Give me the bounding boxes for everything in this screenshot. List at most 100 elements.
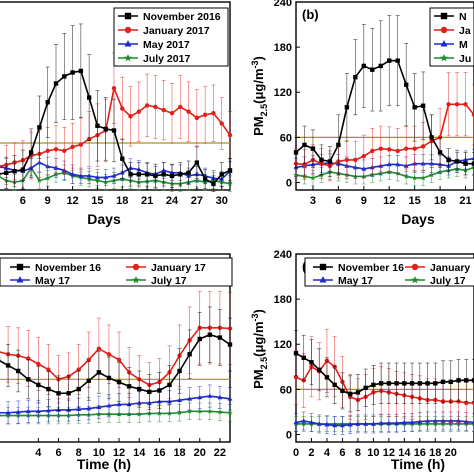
x-tick-label: 6 bbox=[20, 195, 26, 207]
x-tick-label: 6 bbox=[339, 447, 345, 459]
data-point bbox=[202, 112, 208, 118]
data-point bbox=[471, 419, 474, 425]
series-line bbox=[295, 157, 474, 170]
panel-a: 6 9 12 15 18 21 24 27 30 Days November 2016 January… bbox=[0, 1, 233, 227]
data-point bbox=[70, 144, 75, 150]
data-point bbox=[316, 421, 322, 426]
series-line bbox=[0, 395, 231, 414]
data-point bbox=[403, 146, 409, 151]
data-point bbox=[103, 126, 108, 132]
data-point bbox=[353, 75, 358, 80]
data-point bbox=[36, 382, 41, 388]
data-point bbox=[395, 148, 400, 154]
legend-marker bbox=[124, 26, 132, 34]
data-point bbox=[378, 381, 384, 386]
x-tick-label: 18 bbox=[116, 195, 128, 207]
data-point bbox=[211, 181, 216, 186]
data-point bbox=[347, 422, 353, 427]
data-point bbox=[46, 386, 51, 392]
x-tick-label: 15 bbox=[409, 195, 421, 207]
data-point bbox=[116, 357, 122, 363]
legend-label: January 17 bbox=[151, 262, 206, 274]
data-point bbox=[355, 390, 361, 395]
data-point bbox=[324, 422, 330, 427]
data-point bbox=[128, 172, 133, 177]
data-point bbox=[446, 102, 451, 107]
data-point bbox=[227, 132, 233, 138]
data-point bbox=[409, 381, 415, 386]
legend-label: Ju bbox=[459, 53, 471, 65]
data-point bbox=[106, 375, 112, 381]
data-point bbox=[429, 135, 434, 140]
data-point bbox=[394, 420, 400, 425]
data-point bbox=[103, 174, 109, 180]
data-point bbox=[106, 403, 112, 408]
data-point bbox=[437, 150, 443, 155]
data-point bbox=[403, 82, 409, 87]
data-point bbox=[411, 175, 418, 181]
data-point bbox=[363, 385, 368, 391]
x-tick-label: 9 bbox=[45, 195, 51, 207]
legend-marker bbox=[124, 12, 132, 20]
data-point bbox=[378, 420, 384, 425]
x-tick-label: 0 bbox=[293, 447, 299, 459]
data-point bbox=[446, 157, 451, 163]
data-point bbox=[126, 384, 132, 389]
x-tick-label: 4 bbox=[324, 447, 331, 459]
data-point bbox=[310, 175, 316, 181]
data-point bbox=[370, 148, 375, 154]
x-tick-label: 4 bbox=[35, 447, 42, 459]
data-point bbox=[96, 370, 102, 375]
data-point bbox=[111, 85, 117, 91]
data-point bbox=[386, 381, 392, 386]
data-point bbox=[44, 175, 51, 181]
data-point bbox=[36, 177, 43, 183]
data-point bbox=[25, 408, 31, 414]
data-point bbox=[116, 379, 122, 385]
x-axis-label: Time (h) bbox=[391, 456, 445, 472]
x-axis-label: Time (h) bbox=[77, 456, 131, 472]
data-point bbox=[464, 378, 469, 383]
data-point bbox=[178, 172, 183, 177]
legend-label: N bbox=[459, 11, 467, 23]
data-point bbox=[36, 361, 41, 367]
legend-label: July 17 bbox=[430, 275, 466, 287]
series-line bbox=[295, 352, 474, 395]
data-point bbox=[156, 410, 163, 416]
data-point bbox=[227, 409, 233, 416]
data-point bbox=[161, 172, 166, 177]
x-tick-label: 16 bbox=[414, 447, 426, 459]
data-point bbox=[344, 157, 350, 163]
legend-marker bbox=[124, 40, 132, 47]
data-point bbox=[217, 409, 223, 415]
data-point bbox=[187, 396, 193, 401]
data-point bbox=[153, 173, 158, 179]
legend-box bbox=[113, 7, 229, 67]
data-point bbox=[106, 352, 112, 357]
x-axis-label: Days bbox=[87, 211, 121, 227]
y-axis-label: PM2.5(μg/m-3) bbox=[250, 56, 269, 136]
data-point bbox=[425, 381, 430, 386]
data-point bbox=[169, 111, 175, 116]
data-point bbox=[15, 409, 21, 414]
x-tick-label: 18 bbox=[173, 447, 185, 459]
x-tick-label: 20 bbox=[194, 447, 206, 459]
data-point bbox=[178, 104, 183, 110]
data-point bbox=[227, 342, 233, 347]
data-point bbox=[120, 156, 125, 161]
data-point bbox=[227, 180, 233, 187]
data-point bbox=[428, 172, 435, 178]
data-point bbox=[371, 382, 376, 388]
series-line bbox=[0, 333, 231, 395]
data-point bbox=[169, 173, 175, 179]
series-line bbox=[295, 59, 474, 165]
data-point bbox=[86, 378, 91, 383]
data-point bbox=[46, 408, 51, 413]
data-point bbox=[471, 155, 474, 161]
legend-label: May 17 bbox=[35, 275, 70, 287]
y-tick-label: 0 bbox=[286, 429, 292, 441]
series-november-16 bbox=[0, 306, 233, 411]
data-point bbox=[86, 405, 92, 411]
legend-label: January 2017 bbox=[143, 25, 210, 37]
legend-marker bbox=[411, 263, 419, 271]
